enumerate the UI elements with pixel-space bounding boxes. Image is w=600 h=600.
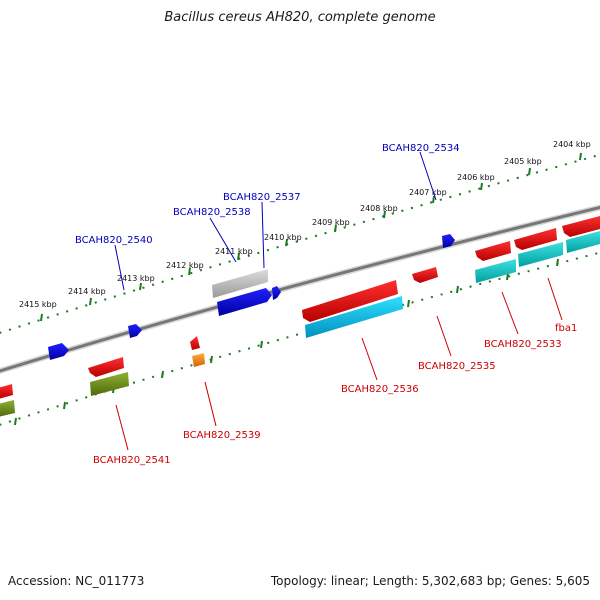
gene-label-bcah820-2537[interactable]: BCAH820_2537 [223, 192, 301, 203]
gene-bcah820-2539-arrow[interactable] [190, 336, 200, 350]
scale-tick [40, 313, 43, 322]
upper-scale-ticks [40, 152, 582, 322]
scale-label: 2404 kbp [553, 140, 591, 149]
gene-label-bcah820-2536[interactable]: BCAH820_2536 [341, 384, 419, 395]
scale-label: 2414 kbp [68, 287, 106, 296]
scale-tick [188, 267, 191, 276]
gene-small-forward-arrow[interactable] [272, 286, 281, 300]
scale-label: 2413 kbp [117, 274, 155, 283]
scale-tick [139, 282, 142, 291]
gene-bcah820-2536-cds[interactable] [305, 296, 403, 338]
scale-tick [432, 195, 435, 204]
gene-bcah820-2533-arrow[interactable] [514, 228, 557, 250]
leader-line [261, 201, 265, 269]
gene-bcah820-2540-arrow[interactable] [128, 324, 142, 338]
scale-label: 2407 kbp [409, 188, 447, 197]
gene-left-forward-arrow[interactable] [48, 343, 69, 360]
leader-line [436, 315, 452, 357]
leader-line [209, 217, 237, 263]
scale-label: 2412 kbp [166, 261, 204, 270]
leader-line [204, 381, 217, 427]
scale-tick [260, 340, 263, 349]
gene-bcah820-2541-cds[interactable] [90, 372, 129, 396]
gene-label-bcah820-2534[interactable]: BCAH820_2534 [382, 143, 460, 154]
scale-label: 2415 kbp [19, 300, 57, 309]
genome-summary-text: Topology: linear; Length: 5,302,683 bp; … [270, 574, 590, 588]
gene-label-fba1[interactable]: fba1 [555, 323, 577, 334]
gene-label-bcah820-2539[interactable]: BCAH820_2539 [183, 430, 261, 441]
scale-tick [210, 355, 213, 364]
scale-label: 2408 kbp [360, 204, 398, 213]
gene-labels: BCAH820_2534 BCAH820_2537 BCAH820_2538 B… [75, 143, 577, 466]
scale-tick [407, 299, 410, 308]
gene-mid-reverse-arrow[interactable] [412, 267, 438, 283]
scale-tick [556, 258, 559, 267]
scale-tick [456, 285, 459, 294]
scale-tick [285, 238, 288, 247]
scale-tick [14, 417, 17, 426]
gene-bcah820-2535-cds[interactable] [475, 259, 516, 283]
scale-label: 2411 kbp [215, 247, 253, 256]
leader-line [547, 277, 563, 321]
leader-line [115, 404, 129, 451]
gene-left-olive-cds[interactable] [0, 400, 15, 417]
gene-bcah820-2539-rna[interactable] [192, 353, 205, 367]
map-title: Bacillus cereus AH820, complete genome [164, 10, 436, 25]
forward-features [48, 234, 455, 360]
scale-tick [63, 401, 66, 410]
scale-label: 2409 kbp [312, 218, 350, 227]
gene-bcah820-2537-rna[interactable] [212, 269, 268, 298]
scale-tick [89, 297, 92, 306]
gene-bcah820-2534-arrow[interactable] [442, 234, 455, 248]
gene-fba1-arrow[interactable] [562, 216, 600, 237]
scale-tick [161, 370, 164, 379]
scale-tick [579, 152, 582, 161]
scale-tick [334, 224, 337, 233]
upper-scale-labels: 2404 kbp 2405 kbp 2406 kbp 2407 kbp 2408… [19, 140, 591, 309]
gene-fba1-cds[interactable] [566, 231, 600, 253]
gene-bcah820-2536-arrow[interactable] [302, 280, 398, 322]
gene-left-reverse-arrow[interactable] [0, 384, 13, 399]
scale-label: 2406 kbp [457, 173, 495, 182]
leader-line [114, 244, 125, 291]
gene-bcah820-2535-arrow[interactable] [475, 241, 511, 261]
scale-tick [237, 252, 240, 261]
scale-label: 2410 kbp [264, 233, 302, 242]
scale-tick [480, 182, 483, 191]
gene-label-bcah820-2540[interactable]: BCAH820_2540 [75, 235, 153, 246]
reverse-features [0, 216, 600, 417]
gene-label-bcah820-2538[interactable]: BCAH820_2538 [173, 207, 251, 218]
leader-line [419, 151, 437, 201]
scale-tick [528, 167, 531, 176]
gene-label-bcah820-2535[interactable]: BCAH820_2535 [418, 361, 496, 372]
scale-tick [383, 210, 386, 219]
gene-label-bcah820-2541[interactable]: BCAH820_2541 [93, 455, 171, 466]
forward-leader-lines [114, 151, 437, 291]
lower-scale-track [0, 251, 600, 426]
reverse-leader-lines [115, 277, 563, 451]
gene-label-bcah820-2533[interactable]: BCAH820_2533 [484, 339, 562, 350]
scale-label: 2405 kbp [504, 157, 542, 166]
leader-line [361, 337, 378, 381]
gene-bcah820-2538-arrow[interactable] [217, 288, 272, 316]
gene-bcah820-2533-cds[interactable] [518, 242, 563, 267]
leader-line [501, 291, 519, 335]
gene-bcah820-2541-arrow[interactable] [88, 357, 124, 377]
accession-text: Accession: NC_011773 [8, 574, 145, 588]
